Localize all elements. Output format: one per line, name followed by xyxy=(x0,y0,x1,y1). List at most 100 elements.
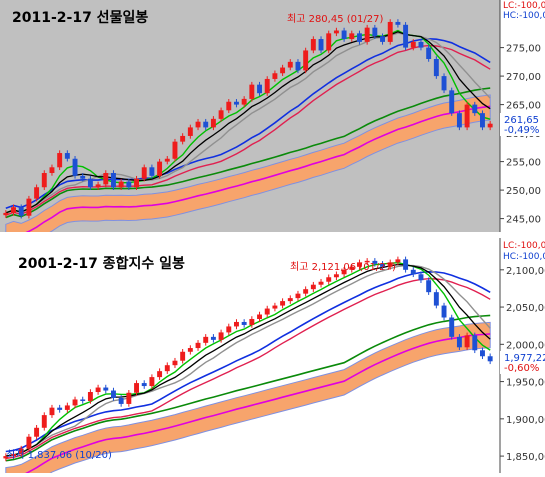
last-change: -0,49% xyxy=(504,125,539,136)
candle-body xyxy=(480,350,485,357)
candle-body xyxy=(134,383,139,393)
candle-body xyxy=(241,321,247,325)
candle-body xyxy=(272,73,278,79)
candle-body xyxy=(87,178,93,188)
candle-body xyxy=(103,387,109,391)
y-tick-label: 1,850,00 xyxy=(506,452,545,463)
candle-body xyxy=(111,390,116,398)
candle-body xyxy=(64,153,70,159)
candle-body xyxy=(295,61,301,71)
candle-body xyxy=(234,101,239,105)
candle-body xyxy=(341,269,347,275)
candle-body xyxy=(210,336,216,340)
candle-body xyxy=(3,212,9,216)
candle-body xyxy=(218,332,224,340)
candle-body xyxy=(118,181,124,188)
candle-body xyxy=(272,305,278,309)
panel-separator xyxy=(0,232,545,238)
candle-body xyxy=(157,161,163,176)
candle-body xyxy=(95,184,101,188)
candle-body xyxy=(26,198,32,216)
ma-black-line xyxy=(5,263,491,457)
y-tick-label: 245,00 xyxy=(506,215,541,226)
ichimoku-cloud xyxy=(5,321,491,477)
candle-body xyxy=(318,39,324,51)
candle-body xyxy=(357,33,362,42)
candle-body xyxy=(57,153,63,168)
candle-body xyxy=(57,407,63,410)
candle-body xyxy=(433,292,439,306)
y-tick-label: 2,050,00 xyxy=(506,303,545,314)
lower-band-line xyxy=(5,105,491,237)
candle-body xyxy=(72,399,78,406)
candle-body xyxy=(257,84,262,94)
candle-body xyxy=(472,104,478,114)
candle-body xyxy=(310,39,316,51)
high-annotation: 최고 280,45 (01/27) xyxy=(287,13,383,25)
candle-body xyxy=(487,123,493,128)
candle-body xyxy=(3,456,9,459)
candle-body xyxy=(387,262,393,267)
candle-body xyxy=(34,187,40,199)
candle-body xyxy=(464,104,470,128)
candle-body xyxy=(472,335,478,351)
y-tick-label: 255,00 xyxy=(506,158,541,169)
candle-body xyxy=(387,21,393,42)
candle-body xyxy=(410,41,416,48)
candle-body xyxy=(118,397,124,404)
long-ma-line xyxy=(5,314,491,462)
candle-body xyxy=(72,158,78,176)
candle-body xyxy=(18,448,24,454)
high-annotation: 최고 2,121,06 (01/27) xyxy=(290,261,396,273)
candle-body xyxy=(372,260,378,264)
candle-body xyxy=(449,90,455,114)
corner-label-hc: HC:-100,0 xyxy=(503,11,545,21)
y-axis-ticks: 2,100,00 2,050,00 2,000,00 1,950,00 1,900,00… xyxy=(500,266,545,463)
ichimoku-cloud xyxy=(5,94,491,251)
candle-body xyxy=(126,392,132,404)
candle-body xyxy=(49,407,55,416)
ma20-line xyxy=(5,277,491,460)
candle-body xyxy=(287,61,293,68)
candle-body xyxy=(403,259,409,270)
candle-body xyxy=(11,207,16,213)
candle-body xyxy=(295,293,301,299)
chart-title: 2001-2-17 종합지수 일봉 xyxy=(18,255,185,272)
candle-body xyxy=(456,113,462,128)
candle-body xyxy=(380,263,385,267)
candle-body xyxy=(449,317,455,337)
candle-body xyxy=(403,24,409,48)
candle-body xyxy=(441,305,447,318)
candle-body xyxy=(380,36,385,42)
last-change: -0,60% xyxy=(504,363,539,374)
candle-body xyxy=(210,118,216,128)
futures-daily-panel: 275,00270,00265,00260,00255,00250,00245,… xyxy=(0,0,545,251)
candle-body xyxy=(187,348,193,352)
candle-body xyxy=(441,76,447,91)
candle-body xyxy=(280,301,286,306)
candle-body xyxy=(395,259,401,263)
candle-body xyxy=(203,336,209,343)
candle-body xyxy=(226,101,232,111)
candle-body xyxy=(226,326,232,333)
candle-body xyxy=(187,127,193,136)
long-ma-line xyxy=(5,87,491,219)
candle-body xyxy=(249,84,255,99)
candle-body xyxy=(64,405,70,410)
candle-body xyxy=(318,281,324,285)
candle-body xyxy=(218,110,224,119)
candle-body xyxy=(333,274,339,278)
candle-body xyxy=(87,392,93,401)
candle-body xyxy=(433,59,439,77)
candle-body xyxy=(126,181,132,188)
candle-body xyxy=(280,67,286,74)
ma20-line xyxy=(5,44,491,216)
candle-body xyxy=(195,121,201,128)
ma-black-line xyxy=(5,31,491,214)
candle-body xyxy=(364,27,370,42)
candle-body xyxy=(141,383,147,387)
candle-body xyxy=(303,50,309,71)
candle-body xyxy=(164,158,170,162)
y-tick-label: 2,000,00 xyxy=(506,340,545,351)
